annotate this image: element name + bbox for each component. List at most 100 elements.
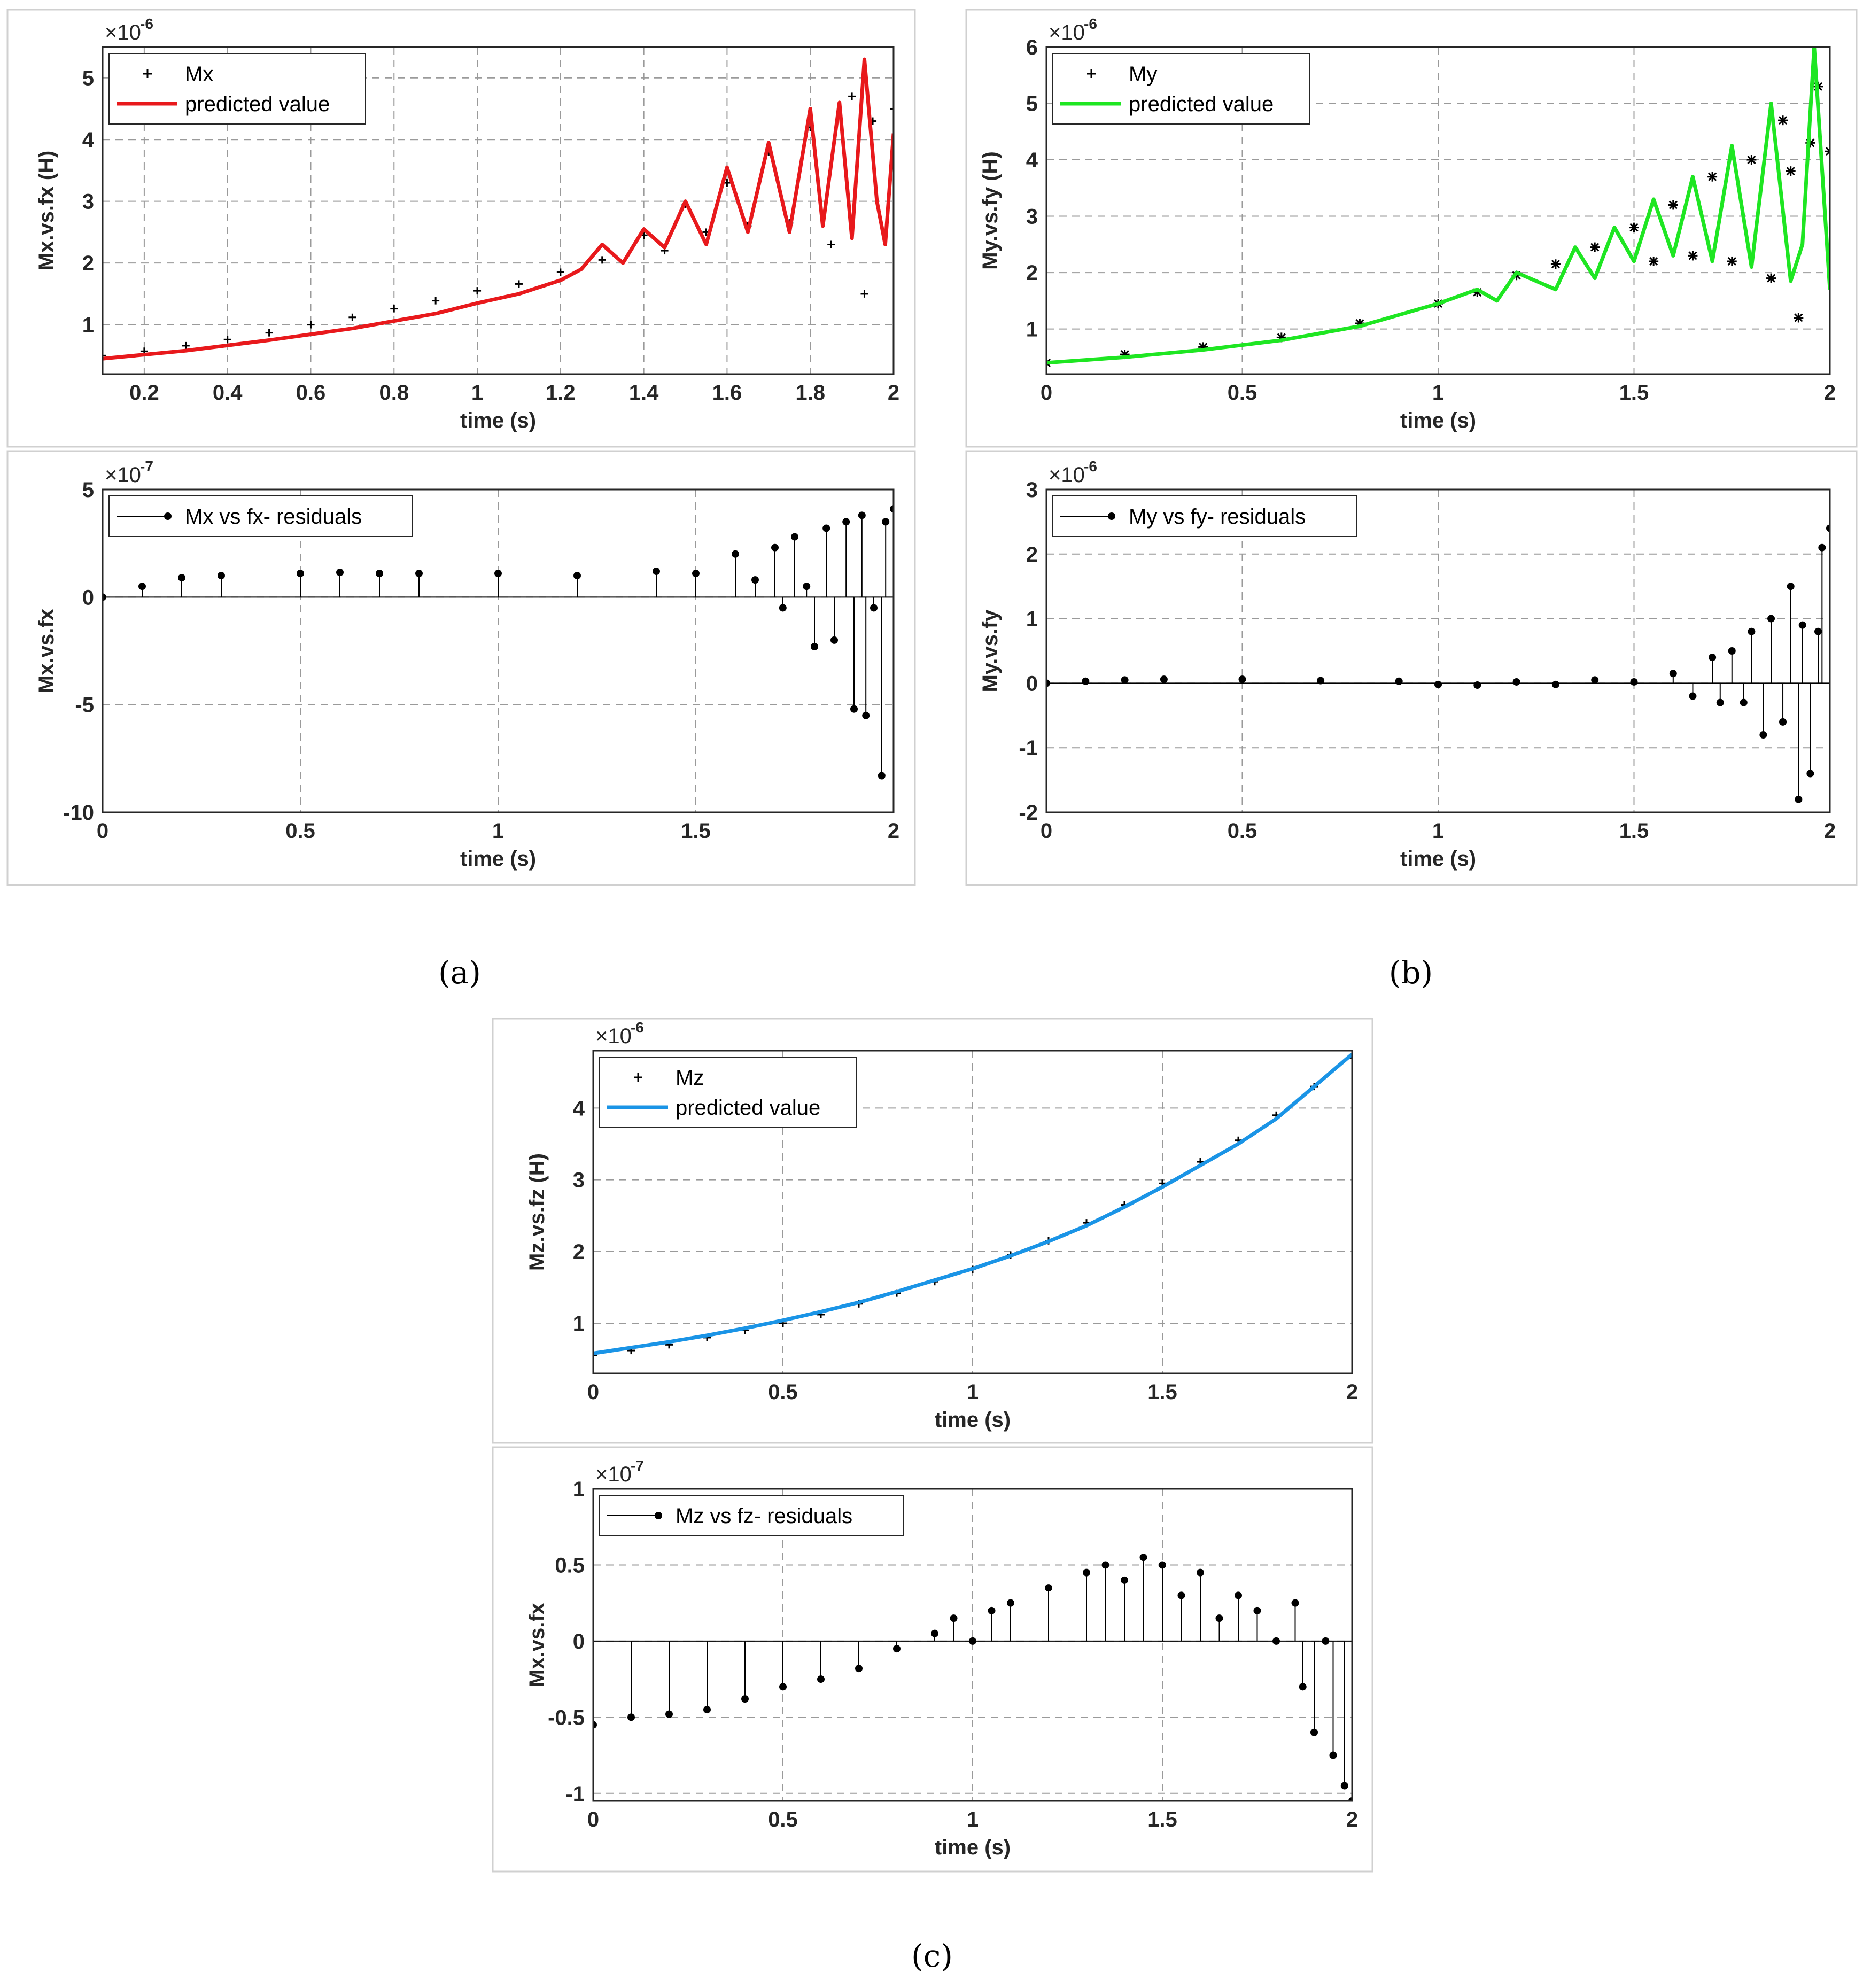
stem-marker: [1759, 731, 1767, 739]
stem-marker: [627, 1713, 635, 1721]
x-tick-label: 0.6: [296, 381, 326, 405]
stem-marker: [1299, 1683, 1307, 1691]
y-axis-label: Mx.vs.fx: [35, 609, 58, 693]
data-marker-plus: [307, 321, 315, 329]
data-marker-plus: [593, 1352, 597, 1360]
stem-marker: [1591, 676, 1599, 684]
y-tick-label: 4: [82, 128, 95, 152]
x-tick-label: 0: [1041, 819, 1052, 843]
stem-marker: [1473, 681, 1481, 689]
stem-marker: [178, 574, 185, 582]
data-marker-star: [1746, 155, 1757, 165]
plot-area: [1046, 47, 1830, 368]
axes-box: [592, 1050, 1353, 1374]
stem-marker: [415, 570, 423, 578]
y-tick-label: -1: [1019, 736, 1038, 760]
stem-marker: [1728, 647, 1736, 655]
series-line-predicted: [103, 57, 894, 361]
stem-marker: [803, 583, 811, 591]
data-marker-star: [1707, 172, 1718, 182]
y-tick-label: 0.5: [555, 1554, 585, 1577]
stem-marker: [1814, 627, 1822, 635]
data-marker-star: [1794, 313, 1804, 323]
stem-marker: [692, 570, 700, 578]
stem-marker: [855, 1665, 863, 1673]
data-marker-plus: [390, 305, 398, 313]
stem-marker: [1197, 1568, 1204, 1577]
axis-exponent: ×10: [595, 1024, 632, 1048]
y-tick-label: 1: [573, 1312, 585, 1335]
stem-marker: [1139, 1554, 1147, 1562]
legend: Mz vs fz- residuals: [599, 1495, 904, 1536]
x-tick-label: 0.8: [379, 381, 409, 405]
legend-box: [599, 1057, 857, 1128]
stem-marker: [1215, 1614, 1223, 1622]
data-marker-plus: [265, 329, 273, 337]
stem-marker: [1291, 1599, 1299, 1607]
stem-marker: [791, 533, 798, 541]
data-marker-star: [1766, 273, 1776, 283]
data-marker-plus: [556, 268, 564, 276]
x-tick-label: 2: [1824, 381, 1836, 405]
stem-marker: [811, 642, 818, 650]
axis-exponent-power: -7: [140, 458, 153, 475]
chart-c-bottom: 0 0.5 1 1.5 2 -1 -0.5 0 0.5 1 time (s) Mx.vs.fx ×10-…: [492, 1446, 1373, 1873]
y-tick-label: 0: [573, 1630, 585, 1653]
stem-marker: [703, 1706, 711, 1714]
data-marker-plus: [223, 336, 231, 344]
x-tick-label: 2: [1346, 1808, 1358, 1831]
stem-marker: [830, 636, 838, 644]
legend-label: predicted value: [1129, 92, 1274, 116]
x-tick-label: 1.5: [1147, 1808, 1177, 1831]
axis-exponent: ×10: [1049, 463, 1085, 487]
x-tick-label: 1.5: [1147, 1380, 1177, 1404]
stem-marker: [1740, 698, 1748, 706]
plot-area: [103, 505, 894, 780]
stem-marker: [858, 511, 866, 519]
legend-marker-icon: [655, 1512, 662, 1519]
legend-label: Mz vs fz- residuals: [676, 1504, 852, 1528]
stem-marker: [1795, 795, 1803, 803]
data-marker-star: [1778, 115, 1788, 126]
caption-a: (a): [438, 954, 481, 991]
chart-b-bottom: 0 0.5 1 1.5 2 -2 -1 0 1 2 3 time (s) My.vs.fy ×10-6 My…: [965, 450, 1858, 886]
stem-marker: [1551, 680, 1559, 688]
legend-box: [108, 53, 366, 125]
data-marker-plus: [890, 105, 894, 113]
x-tick-label: 1: [1432, 819, 1444, 843]
stem-marker: [1159, 1561, 1166, 1569]
x-tick-label: 0.5: [768, 1808, 798, 1831]
axis-exponent-power: -6: [631, 1019, 644, 1036]
stem-marker: [1689, 692, 1697, 700]
chart-b-top: 0 0.5 1 1.5 2 1 2 3 4 5 6 time (s) My.vs.fy (H) ×10-6…: [965, 9, 1858, 448]
x-axis-label: time (s): [1400, 847, 1476, 871]
data-marker-plus: [432, 297, 440, 305]
x-tick-label: 1: [471, 381, 483, 405]
axes-box: [102, 488, 895, 813]
stem-marker: [1317, 677, 1325, 685]
stem-marker: [893, 1645, 901, 1653]
plot-area: [103, 57, 894, 361]
y-tick-label: 2: [1026, 543, 1038, 566]
axis-exponent-power: -7: [631, 1457, 644, 1474]
legend-label: Mx vs fx- residuals: [185, 505, 362, 529]
y-tick-label: 3: [82, 190, 94, 214]
x-axis-label: time (s): [935, 1836, 1011, 1859]
y-tick-label: 1: [573, 1478, 585, 1501]
y-tick-label: 5: [82, 478, 94, 502]
y-tick-label: 4: [573, 1097, 585, 1120]
legend-label: predicted value: [185, 92, 330, 116]
series-line-predicted: [593, 1053, 1352, 1355]
legend-label: Mx: [185, 63, 213, 86]
data-marker-star: [1668, 200, 1678, 210]
stem-marker: [1083, 1568, 1090, 1577]
y-tick-label: 3: [1026, 205, 1038, 229]
x-tick-label: 1.5: [1619, 381, 1649, 405]
y-tick-label: -0.5: [548, 1706, 585, 1729]
stem-marker: [494, 570, 502, 578]
x-tick-label: 0: [97, 819, 108, 843]
x-axis-label: time (s): [460, 847, 536, 871]
chart-a-top: 0.2 0.4 0.6 0.8 1 1.2 1.4 1.6 1.8 2 1 2 3 4 5 time (s) M…: [6, 9, 916, 448]
stem-marker: [1748, 627, 1756, 635]
y-tick-label: -10: [63, 801, 94, 825]
